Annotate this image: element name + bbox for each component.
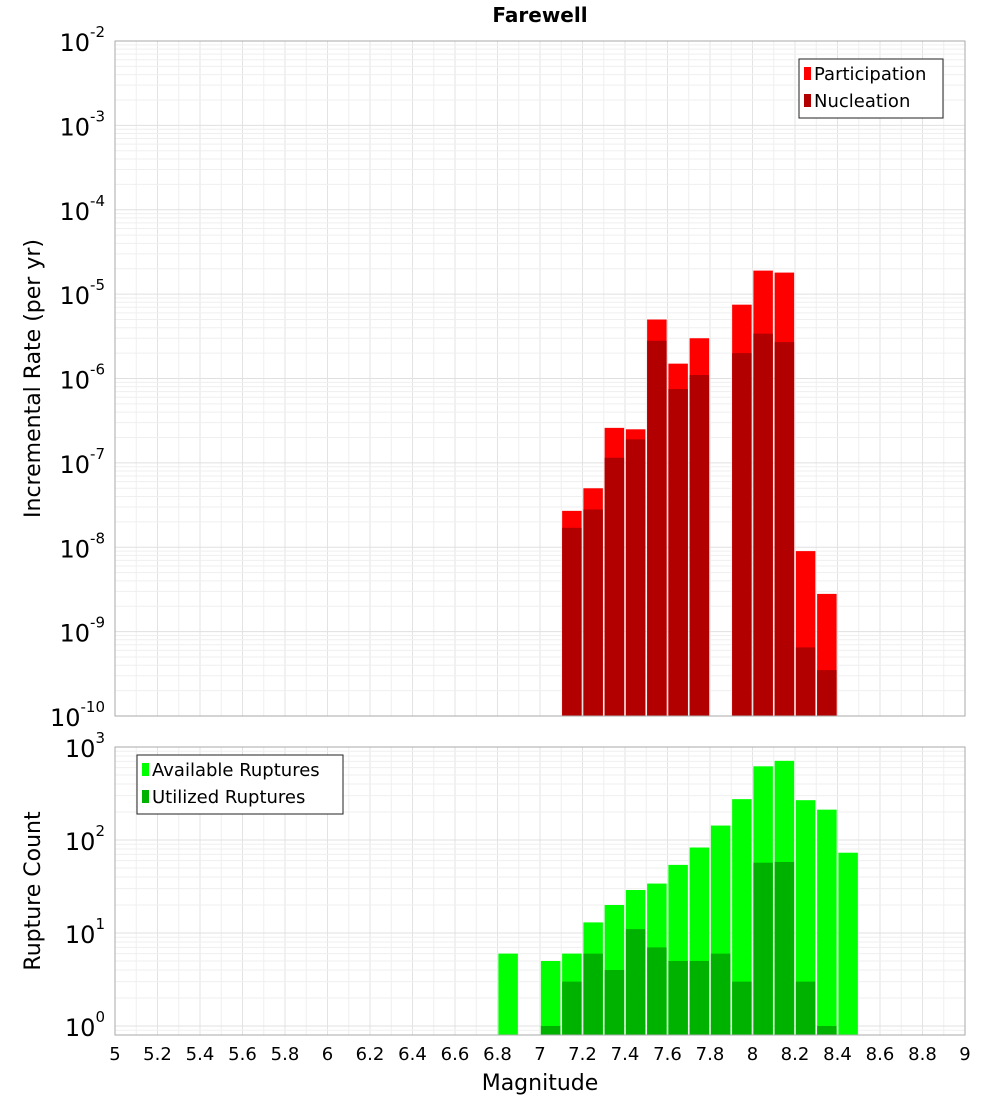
y-tick-label: 10-6	[59, 361, 105, 395]
bar-available-ruptures	[817, 809, 837, 1035]
bar-utilized-ruptures	[774, 861, 795, 1035]
bar-available-ruptures	[498, 953, 518, 1035]
y-tick-label: 10-7	[59, 445, 105, 479]
y-tick-label: 10-9	[59, 614, 105, 648]
bar-nucleation	[604, 457, 625, 716]
x-tick-label: 7.8	[696, 1044, 725, 1065]
bar-available-ruptures	[795, 800, 816, 1035]
bar-nucleation	[689, 375, 710, 716]
bar-available-ruptures	[838, 852, 858, 1035]
x-tick-label: 9	[959, 1044, 970, 1065]
x-tick-label: 7.6	[653, 1044, 682, 1065]
y-tick-label: 100	[65, 1008, 105, 1042]
bar-available-ruptures	[540, 960, 561, 1035]
y-tick-label: 10-2	[59, 23, 105, 57]
chart-title: Farewell	[492, 3, 587, 27]
bar-utilized-ruptures	[540, 1025, 561, 1035]
y-tick-label: 103	[65, 729, 105, 763]
bar-utilized-ruptures	[668, 960, 688, 1035]
bar-nucleation	[817, 670, 837, 716]
x-tick-label: 5	[109, 1044, 120, 1065]
x-tick-label: 6.6	[441, 1044, 470, 1065]
panel-0-axes: 10-10 10-9 10-8 10-7 10-6 10-5 10-4 10-3 10-2 Far…	[21, 3, 966, 732]
bar-nucleation	[795, 647, 816, 716]
y-axis-label: Incremental Rate (per yr)	[21, 239, 46, 518]
plot-frame	[114, 746, 966, 1036]
y-tick-label: 10-3	[59, 107, 105, 141]
bar-utilized-ruptures	[732, 981, 752, 1035]
bar-nucleation	[774, 342, 795, 716]
x-tick-label: 6.8	[483, 1044, 512, 1065]
x-tick-label: 8.6	[866, 1044, 895, 1065]
bar-nucleation	[625, 439, 646, 716]
legend-swatch	[142, 763, 149, 776]
legend: Available Ruptures Utilized Ruptures	[136, 754, 344, 815]
bar-utilized-ruptures	[753, 862, 773, 1035]
x-axis-label: Magnitude	[482, 1071, 599, 1096]
x-tick-label: 5.6	[228, 1044, 257, 1065]
x-tick-label: 8.2	[781, 1044, 810, 1065]
x-tick-label: 7.4	[611, 1044, 640, 1065]
bar-utilized-ruptures	[583, 953, 603, 1035]
x-tick-label: 8	[747, 1044, 758, 1065]
legend-swatch	[142, 790, 149, 803]
bar-available-ruptures	[732, 799, 752, 1035]
x-tick-label: 7	[534, 1044, 545, 1065]
bar-utilized-ruptures	[625, 929, 646, 1035]
x-tick-label: 6.4	[398, 1044, 427, 1065]
legend: Participation Nucleation	[798, 58, 944, 119]
bar-nucleation	[647, 340, 667, 716]
x-tick-label: 5.2	[143, 1044, 172, 1065]
bar-nucleation	[583, 509, 603, 716]
y-tick-label: 10-4	[59, 192, 105, 226]
x-tick-label: 5.4	[186, 1044, 215, 1065]
y-tick-label: 10-10	[50, 698, 105, 732]
legend-entry: Utilized Ruptures	[152, 787, 305, 808]
x-tick-label: 8.8	[908, 1044, 937, 1065]
bar-nucleation	[668, 389, 688, 716]
bar-utilized-ruptures	[710, 953, 731, 1035]
legend-entry: Participation	[814, 64, 926, 85]
legend-entry: Available Ruptures	[152, 760, 320, 781]
legend-swatch	[804, 67, 811, 80]
bar-nucleation	[732, 353, 752, 716]
bar-utilized-ruptures	[562, 981, 582, 1035]
bar-nucleation	[753, 333, 773, 716]
bar-utilized-ruptures	[795, 981, 816, 1035]
x-tick-label: 6.2	[356, 1044, 385, 1065]
x-tick-label: 5.8	[271, 1044, 300, 1065]
legend-box	[136, 754, 344, 815]
bar-utilized-ruptures	[647, 947, 667, 1035]
y-tick-label: 10-8	[59, 529, 105, 563]
bar-utilized-ruptures	[604, 969, 625, 1035]
bar-utilized-ruptures	[689, 960, 710, 1035]
y-tick-label: 102	[65, 822, 105, 856]
panel-0-grid	[114, 40, 966, 717]
y-tick-label: 101	[65, 915, 105, 949]
panel-1-bars	[498, 760, 858, 1035]
plot-frame	[114, 40, 966, 717]
panel-0-bars	[562, 270, 837, 716]
legend-swatch	[804, 94, 811, 107]
legend-box	[798, 58, 944, 119]
bar-nucleation	[562, 527, 582, 716]
x-tick-label: 7.2	[568, 1044, 597, 1065]
y-tick-label: 10-5	[59, 276, 105, 310]
bar-utilized-ruptures	[817, 1025, 837, 1035]
x-tick-label: 8.4	[823, 1044, 852, 1065]
x-tick-label: 6	[322, 1044, 333, 1065]
legend-entry: Nucleation	[814, 91, 910, 112]
panel-1-axes: 100 101 102 103 Rupture Count 5 5.2 5.4 5.6 5.8 6 6…	[21, 729, 971, 1096]
y-axis-label: Rupture Count	[21, 811, 46, 971]
